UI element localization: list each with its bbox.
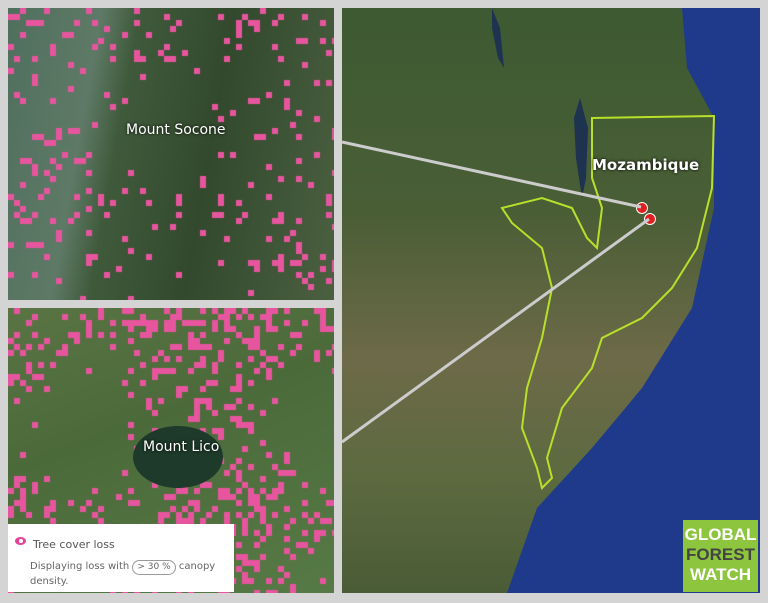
country-label: Mozambique — [592, 156, 700, 174]
eye-icon[interactable] — [15, 537, 26, 545]
mount-lico-label: Mount Lico — [143, 439, 220, 455]
mount-socone-label: Mount Socone — [126, 122, 226, 138]
logo-line2: FOREST — [686, 545, 755, 564]
legend-panel: Tree cover loss Displaying loss with > 3… — [8, 524, 234, 592]
lake-tanganyika — [492, 8, 504, 68]
threshold-pill[interactable]: > 30 % — [132, 560, 176, 575]
map-background — [492, 8, 760, 593]
legend-desc-prefix: Displaying loss with — [30, 561, 130, 572]
mozambique-border — [500, 114, 716, 490]
logo-line1: GLOBAL — [684, 525, 757, 544]
indian-ocean — [507, 8, 760, 593]
legend-description: Displaying loss with > 30 % canopy densi… — [30, 560, 230, 588]
gfw-logo: GLOBAL FOREST WATCH — [683, 520, 758, 592]
tree-loss-overlay — [8, 8, 334, 300]
legend-title: Tree cover loss — [33, 538, 115, 551]
mozambique-map[interactable]: Mozambique — [342, 8, 760, 593]
legend-desc-suffix: canopy density. — [30, 561, 216, 587]
logo-line3: WATCH — [689, 565, 752, 584]
inset-mount-socone: Mount Socone — [8, 8, 334, 300]
marker-mount-socone[interactable] — [636, 202, 648, 214]
mount-lico-crater — [133, 426, 223, 488]
lake-malawi — [574, 98, 588, 198]
